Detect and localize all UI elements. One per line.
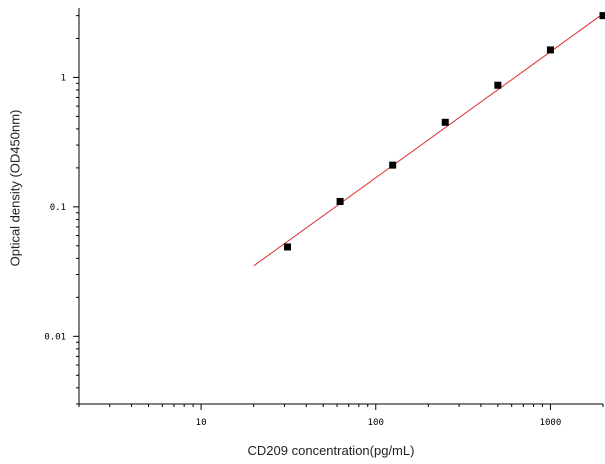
- x-tick-label: 10: [196, 418, 207, 428]
- data-point: [599, 12, 605, 20]
- fit-line: [253, 13, 604, 267]
- fit-line-group: [253, 13, 604, 267]
- data-point: [336, 197, 344, 205]
- x-tick-label: 100: [368, 418, 384, 428]
- data-point: [494, 81, 502, 89]
- x-axis-title: CD209 concentration(pg/mL): [248, 443, 415, 458]
- y-tick-label: 1: [61, 73, 66, 83]
- y-axis-title: Optical density (OD450nm): [7, 110, 22, 267]
- data-point: [546, 46, 554, 54]
- data-point: [284, 243, 292, 251]
- y-tick-label: 0.1: [50, 203, 66, 213]
- data-point: [389, 161, 397, 169]
- axes: [78, 8, 603, 405]
- x-tick-label: 1000: [540, 418, 562, 428]
- y-tick-label: 0.01: [44, 332, 66, 342]
- data-points-group: [284, 12, 605, 251]
- ticks: 10 100 1000 0.01 0.1 1: [44, 15, 604, 428]
- data-point: [441, 118, 449, 126]
